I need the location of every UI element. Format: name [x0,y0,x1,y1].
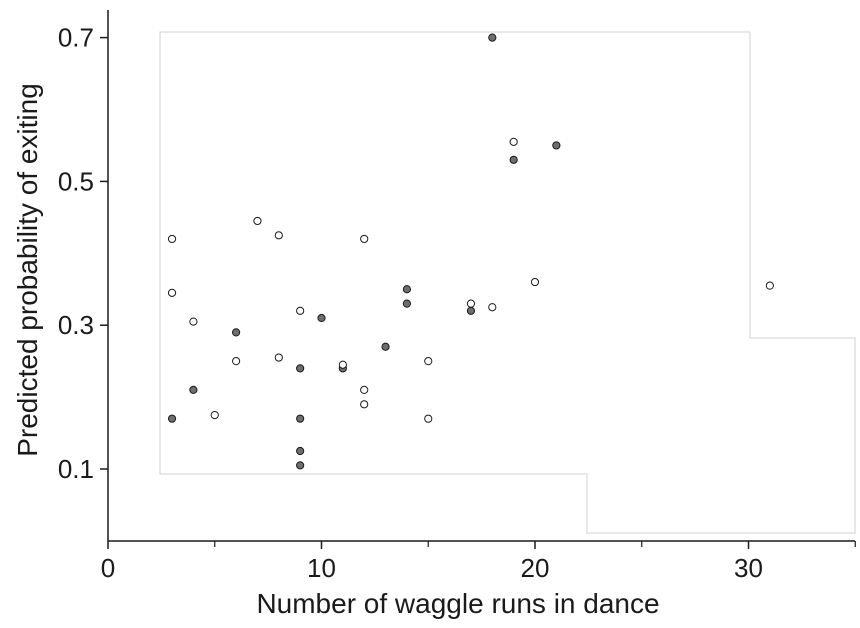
filled-data-point [317,313,326,323]
filled-data-point [296,446,305,456]
filled-data-point [402,285,411,294]
open-data-point [509,137,518,146]
open-data-point [232,357,241,366]
filled-data-point [232,328,241,337]
axes [107,10,855,542]
open-data-point [296,306,305,315]
filled-data-point [488,33,497,42]
filled-data-point [402,299,411,308]
y-tick-label: 0.7 [58,23,94,53]
open-data-point [765,281,774,290]
x-tick-label: 20 [521,553,550,583]
x-tick-label: 0 [101,553,115,583]
open-data-point [360,400,369,409]
open-data-point [338,360,347,369]
open-data-point [167,234,177,244]
filled-data-point [296,364,305,373]
open-data-point [360,234,369,244]
open-data-point [274,231,283,240]
filled-data-point [167,414,177,423]
open-data-point [189,317,198,326]
filled-data-point [296,461,305,470]
open-data-point [488,303,497,312]
y-ticks: 0.1 0.3 0.5 0.7 [58,23,108,484]
y-axis-title: Predicted probability of exiting [12,83,43,457]
filled-data-point [189,385,198,395]
filled-data-point [552,141,561,150]
x-tick-label: 30 [734,553,763,583]
open-data-point [530,277,540,287]
open-data-point [424,414,433,423]
filled-data-point [381,342,390,351]
open-data-point [360,385,369,395]
open-data-point [253,216,262,226]
x-tick-label: 10 [307,553,336,583]
data-points [167,33,774,470]
y-tick-label: 0.5 [58,166,94,196]
filled-data-point [296,414,305,423]
open-data-point [466,299,476,308]
open-data-point [167,288,177,297]
x-ticks: 0 10 20 30 [101,541,856,583]
background-panels [159,31,856,534]
filled-data-point [509,155,518,164]
y-tick-label: 0.1 [58,454,94,484]
open-data-point [274,353,283,362]
open-data-point [210,410,219,420]
x-axis-title: Number of waggle runs in dance [256,588,659,619]
filled-data-point [466,306,476,315]
y-tick-label: 0.3 [58,310,94,340]
open-data-point [424,357,433,366]
